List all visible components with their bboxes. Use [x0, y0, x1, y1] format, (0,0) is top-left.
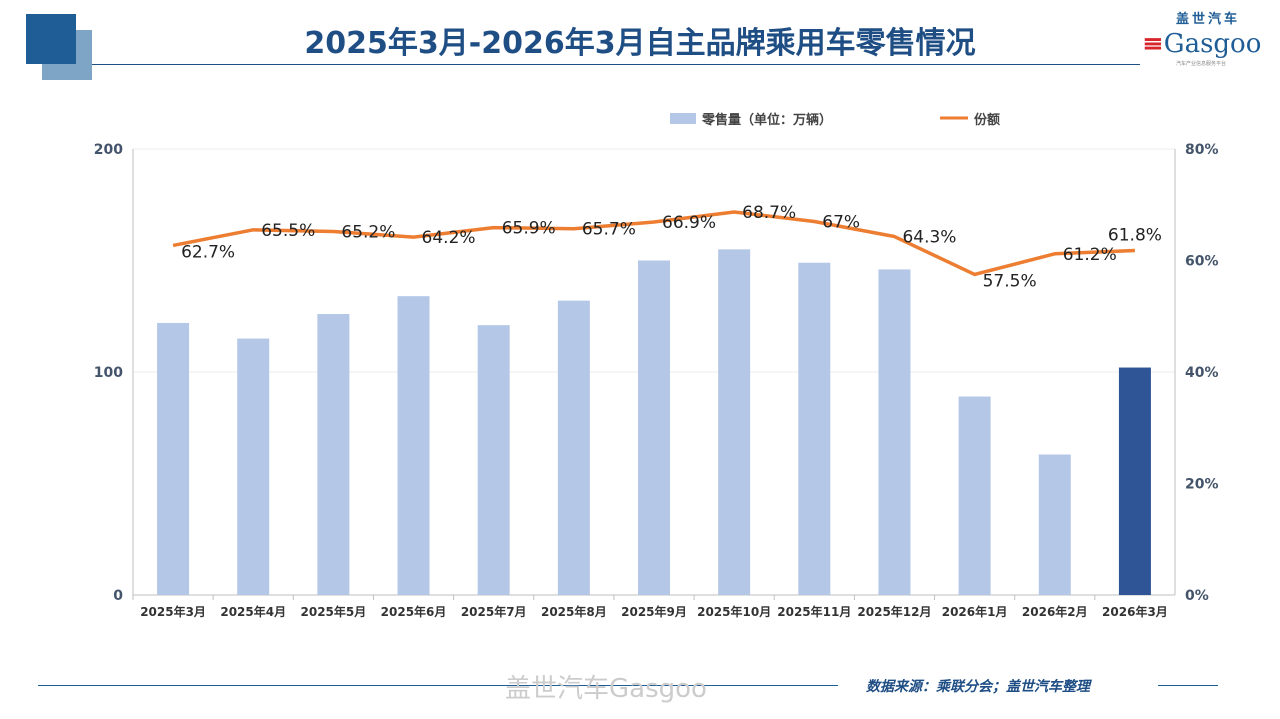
data-label: 61.2% — [1063, 245, 1117, 265]
share-line — [172, 210, 1135, 277]
bar — [557, 300, 590, 595]
bar — [157, 322, 190, 595]
data-label: 64.2% — [422, 228, 476, 248]
bar — [798, 262, 831, 595]
x-tick-label: 2026年1月 — [942, 604, 1008, 619]
y-right-tick-label: 80% — [1185, 142, 1219, 158]
data-label: 68.7% — [742, 203, 796, 223]
x-tick-label: 2025年9月 — [621, 604, 687, 619]
data-source: 数据来源：乘联分会；盖世汽车整理 — [866, 679, 1090, 695]
data-label: 61.8% — [1108, 225, 1162, 245]
x-tick-label: 2025年8月 — [541, 604, 607, 619]
page-title: 2025年3月-2026年3月自主品牌乘用车零售情况 — [304, 26, 976, 61]
watermark: 盖世汽车Gasgoo — [505, 674, 707, 704]
bar — [958, 396, 991, 595]
legend-swatch-bar — [670, 113, 696, 124]
bar — [1038, 454, 1071, 595]
x-tick-label: 2025年6月 — [381, 604, 447, 619]
y-right-tick-label: 40% — [1185, 365, 1219, 381]
data-label: 57.5% — [983, 271, 1037, 291]
x-tick-label: 2025年10月 — [697, 604, 771, 619]
legend-label: 份额 — [974, 112, 1000, 128]
data-label: 67% — [822, 212, 860, 232]
data-label: 64.3% — [902, 228, 956, 248]
data-label: 65.2% — [341, 223, 395, 243]
data-label: 62.7% — [181, 242, 235, 262]
y-right-tick-label: 60% — [1185, 254, 1219, 270]
bar — [638, 260, 670, 595]
x-tick-label: 2025年12月 — [857, 604, 931, 619]
y-right-tick-label: 0% — [1185, 588, 1209, 604]
x-tick-label: 2026年2月 — [1022, 604, 1088, 619]
y-right-tick-label: 20% — [1185, 477, 1219, 493]
bar — [397, 296, 430, 595]
x-tick-label: 2025年5月 — [301, 604, 367, 619]
x-tick-label: 2025年7月 — [461, 604, 527, 619]
bar — [1118, 367, 1151, 595]
data-label: 65.5% — [261, 221, 315, 241]
y-left-tick-label: 0 — [113, 588, 123, 604]
gasgoo-logo: 盖世汽车 ≡Gasgoo 汽车产业信息服务平台 — [1142, 12, 1262, 67]
bar — [477, 325, 510, 595]
x-tick-label: 2026年3月 — [1102, 604, 1168, 619]
bar — [317, 314, 350, 595]
data-label: 65.7% — [582, 220, 636, 240]
divider — [1158, 685, 1218, 686]
y-left-tick-label: 200 — [94, 142, 123, 158]
bar — [718, 249, 751, 595]
x-tick-label: 2025年3月 — [140, 604, 206, 619]
y-left-tick-label: 100 — [94, 365, 123, 381]
x-tick-label: 2025年11月 — [777, 604, 851, 619]
bar — [878, 269, 911, 595]
divider — [38, 685, 838, 686]
bar — [237, 338, 270, 595]
decor-square — [26, 14, 76, 64]
legend-label: 零售量（单位：万辆） — [701, 112, 832, 128]
divider — [92, 64, 1140, 65]
x-tick-label: 2025年4月 — [220, 604, 286, 619]
data-label: 65.9% — [502, 219, 556, 239]
data-label: 66.9% — [662, 213, 716, 233]
